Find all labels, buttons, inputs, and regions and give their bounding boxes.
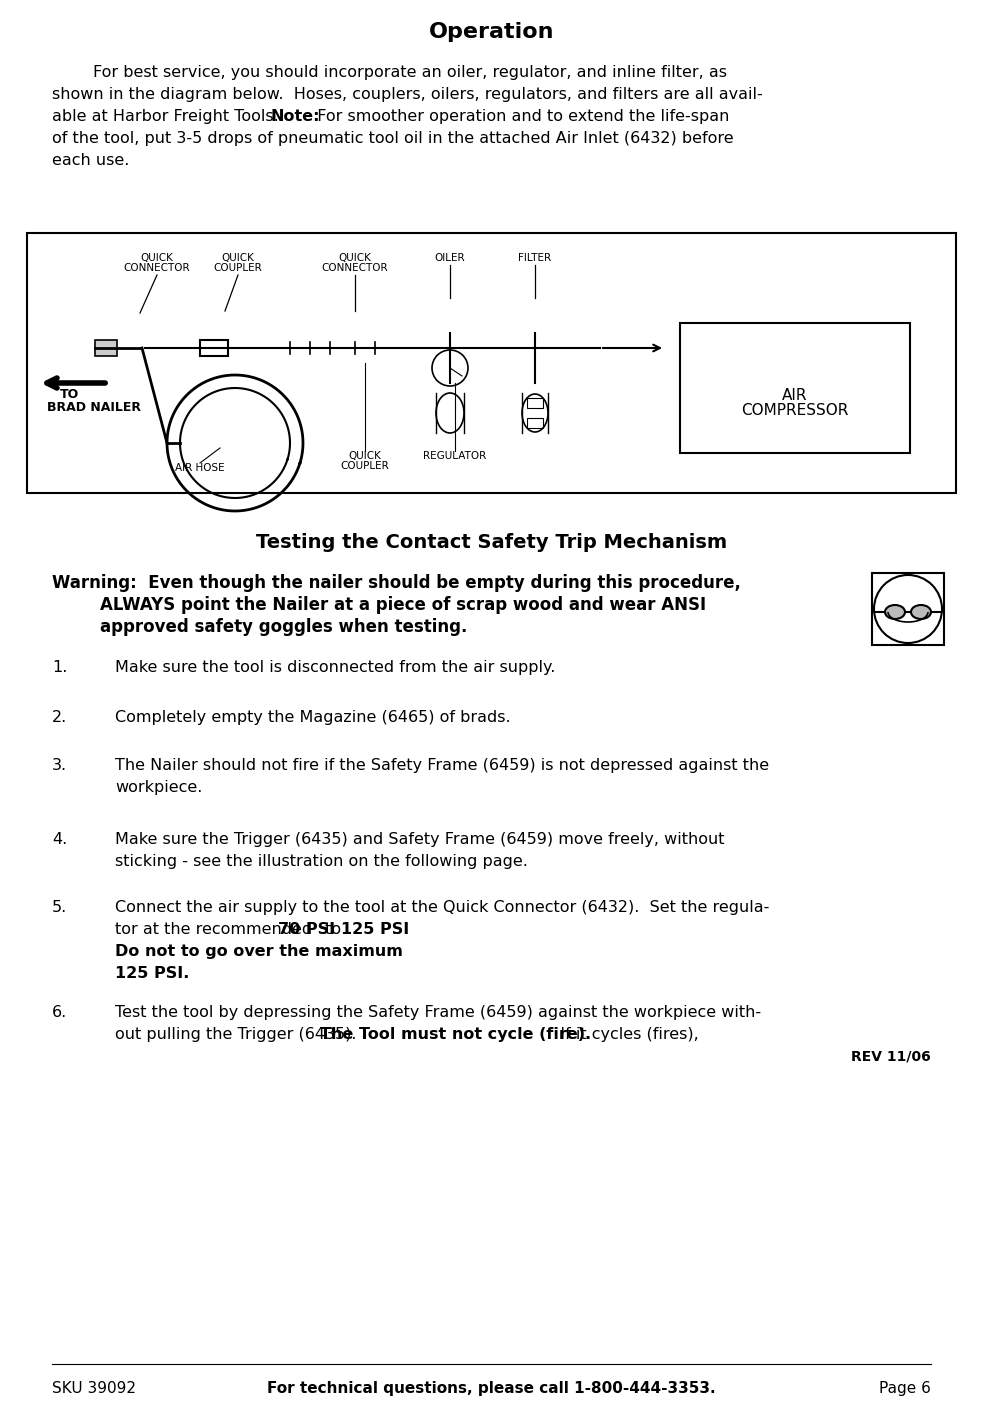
Text: 1.: 1. xyxy=(52,659,68,675)
Text: 4.: 4. xyxy=(52,832,67,847)
Text: REV 11/06: REV 11/06 xyxy=(851,1049,931,1063)
Text: Page 6: Page 6 xyxy=(879,1381,931,1396)
Text: 125 PSI.: 125 PSI. xyxy=(115,967,190,981)
Text: For technical questions, please call 1-800-444-3353.: For technical questions, please call 1-8… xyxy=(267,1381,716,1396)
Text: AIR: AIR xyxy=(782,389,808,403)
Text: of the tool, put 3-5 drops of pneumatic tool oil in the attached Air Inlet (6432: of the tool, put 3-5 drops of pneumatic … xyxy=(52,130,733,146)
Text: 125 PSI: 125 PSI xyxy=(341,922,409,937)
Text: 70 PSI: 70 PSI xyxy=(278,922,335,937)
Text: Operation: Operation xyxy=(429,22,554,42)
Text: Make sure the Trigger (6435) and Safety Frame (6459) move freely, without: Make sure the Trigger (6435) and Safety … xyxy=(115,832,724,847)
Text: QUICK: QUICK xyxy=(349,450,381,462)
Text: REGULATOR: REGULATOR xyxy=(424,450,487,462)
Ellipse shape xyxy=(911,605,931,619)
Text: sticking - see the illustration on the following page.: sticking - see the illustration on the f… xyxy=(115,854,528,868)
Text: COUPLER: COUPLER xyxy=(213,262,262,274)
Text: each use.: each use. xyxy=(52,153,130,168)
Text: If it cycles (fires),: If it cycles (fires), xyxy=(545,1027,699,1042)
Text: BRAD NAILER: BRAD NAILER xyxy=(47,401,141,414)
Text: approved safety goggles when testing.: approved safety goggles when testing. xyxy=(100,617,467,636)
Text: SKU 39092: SKU 39092 xyxy=(52,1381,136,1396)
Bar xyxy=(680,323,910,453)
Text: workpiece.: workpiece. xyxy=(115,780,202,796)
Text: Note:: Note: xyxy=(270,109,319,123)
Text: 3.: 3. xyxy=(52,758,67,773)
Text: 6.: 6. xyxy=(52,1005,67,1020)
Text: 2.: 2. xyxy=(52,710,67,725)
Text: The Nailer should not fire if the Safety Frame (6459) is not depressed against t: The Nailer should not fire if the Safety… xyxy=(115,758,769,773)
Text: QUICK: QUICK xyxy=(141,253,173,262)
Text: Connect the air supply to the tool at the Quick Connector (6432).  Set the regul: Connect the air supply to the tool at th… xyxy=(115,899,770,915)
Text: The Tool must not cycle (fire).: The Tool must not cycle (fire). xyxy=(320,1027,591,1042)
Text: 5.: 5. xyxy=(52,899,67,915)
Text: Make sure the tool is disconnected from the air supply.: Make sure the tool is disconnected from … xyxy=(115,659,555,675)
Text: AIR HOSE: AIR HOSE xyxy=(175,463,225,473)
Text: Testing the Contact Safety Trip Mechanism: Testing the Contact Safety Trip Mechanis… xyxy=(256,533,727,551)
Bar xyxy=(27,233,956,492)
Text: Completely empty the Magazine (6465) of brads.: Completely empty the Magazine (6465) of … xyxy=(115,710,510,725)
Bar xyxy=(872,572,944,645)
Text: Test the tool by depressing the Safety Frame (6459) against the workpiece with-: Test the tool by depressing the Safety F… xyxy=(115,1005,761,1020)
Bar xyxy=(200,340,228,356)
Text: FILTER: FILTER xyxy=(518,253,551,262)
Text: out pulling the Trigger (6435).: out pulling the Trigger (6435). xyxy=(115,1027,367,1042)
Text: For best service, you should incorporate an oiler, regulator, and inline filter,: For best service, you should incorporate… xyxy=(52,65,727,80)
Text: Warning:  Even though the nailer should be empty during this procedure,: Warning: Even though the nailer should b… xyxy=(52,574,741,592)
Text: CONNECTOR: CONNECTOR xyxy=(124,262,191,274)
Text: tor at the recommended: tor at the recommended xyxy=(115,922,318,937)
Text: CONNECTOR: CONNECTOR xyxy=(321,262,388,274)
Text: OILER: OILER xyxy=(434,253,465,262)
Ellipse shape xyxy=(885,605,905,619)
Text: shown in the diagram below.  Hoses, couplers, oilers, regulators, and filters ar: shown in the diagram below. Hoses, coupl… xyxy=(52,87,763,102)
Text: TO: TO xyxy=(60,389,80,401)
Bar xyxy=(527,418,543,428)
Text: COMPRESSOR: COMPRESSOR xyxy=(741,403,848,418)
Text: ALWAYS point the Nailer at a piece of scrap wood and wear ANSI: ALWAYS point the Nailer at a piece of sc… xyxy=(100,596,706,615)
Text: QUICK: QUICK xyxy=(338,253,372,262)
Bar xyxy=(527,398,543,408)
Text: able at Harbor Freight Tools.: able at Harbor Freight Tools. xyxy=(52,109,289,123)
Text: COUPLER: COUPLER xyxy=(341,462,389,471)
Text: QUICK: QUICK xyxy=(221,253,255,262)
Text: For smoother operation and to extend the life-span: For smoother operation and to extend the… xyxy=(307,109,729,123)
Text: .: . xyxy=(392,922,407,937)
Circle shape xyxy=(874,575,942,643)
Text: Do not to go over the maximum: Do not to go over the maximum xyxy=(115,944,403,960)
Text: to: to xyxy=(320,922,346,937)
Bar xyxy=(95,340,117,356)
